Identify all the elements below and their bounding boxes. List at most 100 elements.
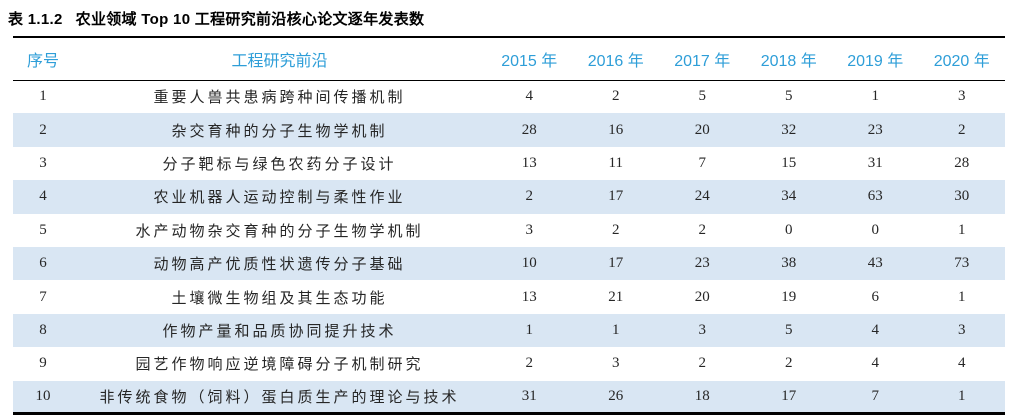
table-caption-title: 农业领域 Top 10 工程研究前沿核心论文逐年发表数 [75, 11, 425, 28]
value-2020: 2 [958, 121, 966, 138]
value-2020: 4 [958, 355, 966, 372]
table-row: 5 水产动物杂交育种的分子生物学机制 3 2 2 0 0 1 [13, 214, 1005, 247]
value-2016: 21 [608, 288, 624, 305]
table-row: 2 杂交育种的分子生物学机制 28 16 20 32 23 2 [13, 113, 1005, 147]
value-2020: 3 [958, 88, 966, 105]
value-2018: 34 [781, 188, 797, 205]
value-2019: 6 [871, 288, 880, 305]
value-2020: 73 [954, 255, 970, 272]
value-2018: 19 [781, 288, 797, 305]
value-2017: 7 [698, 154, 707, 171]
table-row: 7 土壤微生物组及其生态功能 13 21 20 19 6 1 [13, 280, 1005, 313]
column-header-2015: 2015 年 [501, 52, 558, 70]
value-2016: 17 [608, 188, 624, 205]
value-2017: 24 [694, 188, 710, 205]
front-name: 重要人兽共患病跨种间传播机制 [153, 90, 406, 107]
table-row: 3 分子靶标与绿色农药分子设计 13 11 7 15 31 28 [13, 147, 1005, 180]
value-2019: 4 [871, 355, 880, 372]
table-row: 9 园艺作物响应逆境障碍分子机制研究 2 3 2 2 4 4 [13, 347, 1005, 380]
front-name: 非传统食物（饲料）蛋白质生产的理论与技术 [99, 389, 460, 406]
table-caption-number: 表 1.1.2 [8, 11, 63, 28]
column-header-front: 工程研究前沿 [231, 52, 328, 70]
value-2016: 17 [608, 255, 624, 272]
column-header-2016: 2016 年 [587, 52, 644, 70]
front-name: 杂交育种的分子生物学机制 [171, 123, 388, 140]
value-2016: 2 [612, 221, 620, 238]
value-2015: 3 [525, 221, 534, 238]
column-header-2017: 2017 年 [674, 52, 731, 70]
front-name: 作物产量和品质协同提升技术 [162, 323, 397, 340]
value-2018: 38 [781, 255, 797, 272]
value-2016: 3 [612, 355, 620, 372]
value-2018: 15 [781, 154, 797, 171]
value-2017: 2 [698, 355, 707, 372]
row-number: 8 [39, 321, 47, 338]
value-2018: 17 [781, 387, 797, 404]
value-2016: 1 [612, 321, 620, 338]
value-2017: 20 [694, 121, 710, 138]
value-2019: 43 [867, 255, 883, 272]
value-2017: 20 [694, 288, 710, 305]
table-body: 1 重要人兽共患病跨种间传播机制 4 2 5 5 1 3 2 杂交育种的分子生物… [13, 80, 1005, 414]
value-2020: 1 [958, 387, 966, 404]
value-2015: 1 [525, 321, 534, 338]
value-2019: 1 [871, 88, 880, 105]
row-number: 3 [39, 154, 47, 171]
value-2019: 31 [867, 154, 883, 171]
value-2019: 4 [871, 321, 880, 338]
column-header-2019: 2019 年 [847, 52, 904, 70]
value-2015: 10 [521, 255, 537, 272]
table-row: 1 重要人兽共患病跨种间传播机制 4 2 5 5 1 3 [13, 80, 1005, 113]
value-2018: 2 [785, 355, 793, 372]
value-2020: 1 [958, 221, 966, 238]
table-row: 8 作物产量和品质协同提升技术 1 1 3 5 4 3 [13, 313, 1005, 348]
row-number: 5 [39, 221, 47, 238]
row-number: 1 [39, 88, 47, 105]
value-2019: 23 [867, 121, 883, 138]
value-2020: 1 [958, 288, 966, 305]
value-2017: 18 [694, 387, 710, 404]
value-2018: 32 [781, 121, 797, 138]
column-header-2020: 2020 年 [933, 52, 990, 70]
value-2020: 3 [958, 321, 966, 338]
column-header-no: 序号 [26, 52, 59, 70]
row-number: 6 [39, 255, 47, 272]
value-2016: 11 [608, 154, 623, 171]
value-2017: 23 [694, 255, 710, 272]
value-2019: 63 [867, 188, 883, 205]
front-name: 分子靶标与绿色农药分子设计 [162, 156, 397, 173]
row-number: 2 [39, 121, 47, 138]
core-papers-table: 序号 工程研究前沿 2015 年 2016 年 2017 年 2018 年 20… [13, 36, 1005, 415]
value-2017: 3 [698, 321, 707, 338]
value-2016: 26 [608, 387, 624, 404]
value-2015: 31 [521, 387, 537, 404]
row-number: 10 [35, 387, 51, 404]
value-2015: 2 [525, 188, 534, 205]
column-header-2018: 2018 年 [760, 52, 817, 70]
front-name: 农业机器人运动控制与柔性作业 [153, 190, 406, 207]
value-2016: 16 [608, 121, 624, 138]
value-2015: 4 [525, 88, 534, 105]
front-name: 土壤微生物组及其生态功能 [171, 290, 388, 307]
row-number: 7 [39, 288, 47, 305]
header-row: 序号 工程研究前沿 2015 年 2016 年 2017 年 2018 年 20… [13, 37, 1005, 80]
front-name: 水产动物杂交育种的分子生物学机制 [135, 223, 424, 240]
row-number: 4 [39, 188, 47, 205]
value-2015: 13 [521, 154, 537, 171]
value-2015: 2 [525, 355, 534, 372]
value-2015: 28 [521, 121, 537, 138]
value-2020: 30 [954, 188, 970, 205]
table-caption: 表 1.1.2 农业领域 Top 10 工程研究前沿核心论文逐年发表数 [0, 0, 1011, 36]
value-2015: 13 [521, 288, 537, 305]
table-row: 10 非传统食物（饲料）蛋白质生产的理论与技术 31 26 18 17 7 1 [13, 380, 1005, 414]
front-name: 动物高产优质性状遗传分子基础 [153, 257, 406, 274]
table-header: 序号 工程研究前沿 2015 年 2016 年 2017 年 2018 年 20… [13, 37, 1005, 80]
value-2016: 2 [612, 88, 620, 105]
value-2017: 5 [698, 88, 707, 105]
value-2018: 5 [785, 321, 793, 338]
table-row: 6 动物高产优质性状遗传分子基础 10 17 23 38 43 73 [13, 246, 1005, 281]
row-number: 9 [39, 355, 47, 372]
value-2018: 0 [785, 221, 793, 238]
value-2019: 7 [871, 387, 880, 404]
